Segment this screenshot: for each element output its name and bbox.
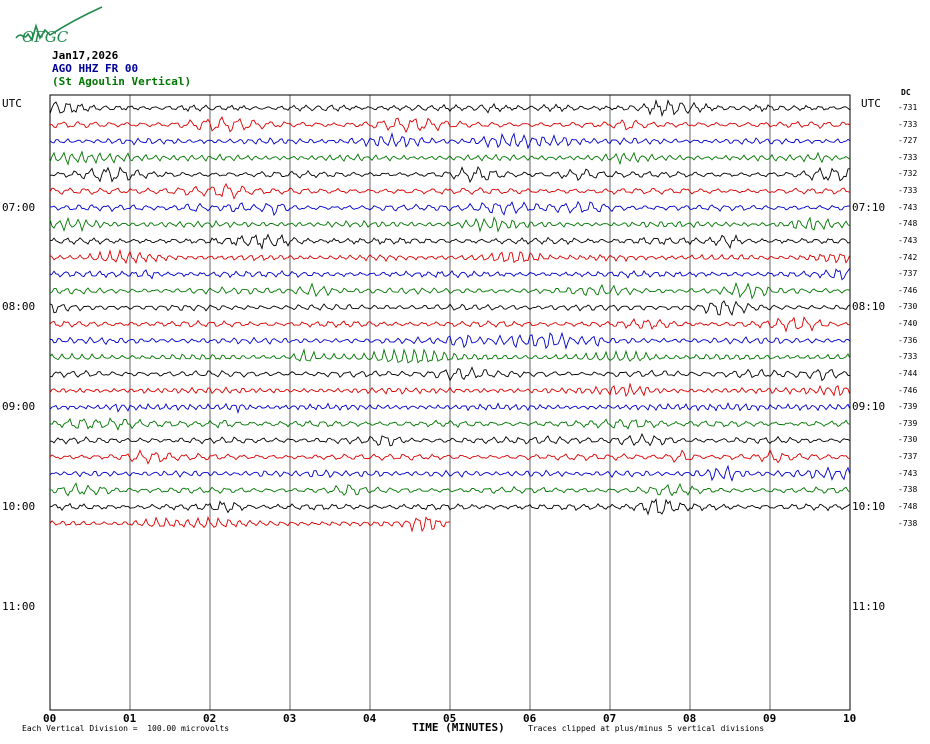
seismogram-trace-0720 bbox=[49, 233, 851, 251]
dc-offset-value: -733 bbox=[898, 152, 918, 162]
dc-offset-value: -730 bbox=[898, 302, 918, 312]
left-time-label-0700: 07:00 bbox=[2, 200, 36, 214]
x-tick-label-04: 04 bbox=[363, 712, 377, 725]
seismogram-trace-0910 bbox=[49, 417, 851, 431]
logo-text: OFGC bbox=[22, 28, 69, 46]
seismogram-trace-0750 bbox=[49, 281, 851, 300]
dc-offset-value: -740 bbox=[898, 319, 918, 329]
dc-offset-value: -738 bbox=[898, 518, 918, 528]
left-time-label-1000: 10:00 bbox=[2, 499, 36, 513]
dc-offset-value: -738 bbox=[898, 485, 918, 495]
dc-offset-value: -733 bbox=[898, 119, 918, 129]
x-tick-label-02: 02 bbox=[203, 712, 217, 725]
dc-offset-value: -748 bbox=[898, 501, 918, 511]
dc-offset-value: -733 bbox=[898, 352, 918, 362]
dc-offset-value: -739 bbox=[898, 418, 918, 428]
seismogram-trace-0810 bbox=[49, 316, 850, 333]
seismogram-trace-0740 bbox=[49, 267, 851, 281]
seismogram-trace-0900 bbox=[49, 401, 851, 415]
left-time-label-0800: 08:00 bbox=[2, 300, 36, 314]
left-time-label-0900: 09:00 bbox=[2, 400, 36, 414]
seismogram-trace-0950 bbox=[50, 482, 851, 497]
seismogram-trace-0630 bbox=[49, 150, 851, 166]
seismogram-trace-1010 bbox=[49, 515, 451, 533]
right-time-label-0810: 08:10 bbox=[852, 300, 886, 314]
x-tick-label-06: 06 bbox=[523, 712, 537, 725]
dc-offset-value: -743 bbox=[898, 468, 918, 478]
seismogram-trace-0920 bbox=[49, 432, 851, 447]
right-time-label-1010: 10:10 bbox=[852, 499, 886, 513]
ofgc-logo: OFGC bbox=[12, 4, 108, 50]
dc-offset-value: -737 bbox=[898, 269, 918, 279]
x-tick-label-10: 10 bbox=[843, 712, 857, 725]
dc-offset-value: -737 bbox=[898, 452, 918, 462]
dc-offset-value: -732 bbox=[898, 169, 918, 179]
seismogram-trace-0940 bbox=[49, 464, 851, 483]
x-tick-label-00: 00 bbox=[43, 712, 57, 725]
header-date: Jan17,2026 bbox=[52, 49, 119, 62]
dc-offset-value: -744 bbox=[898, 368, 918, 378]
seismogram-trace-0930 bbox=[49, 448, 851, 465]
right-time-label-1110: 11:10 bbox=[852, 599, 886, 613]
x-tick-label-01: 01 bbox=[123, 712, 137, 725]
dc-offset-value: -743 bbox=[898, 202, 918, 212]
dc-offset-value: -739 bbox=[898, 402, 918, 412]
x-tick-label-08: 08 bbox=[683, 712, 697, 725]
seismogram-trace-0710 bbox=[49, 216, 851, 233]
scale-note: Each Vertical Division = 100.00 microvol… bbox=[22, 724, 230, 733]
header-station-location: (St Agoulin Vertical) bbox=[52, 75, 192, 88]
seismogram-trace-0730 bbox=[49, 248, 851, 265]
dc-offset-value: -746 bbox=[898, 385, 918, 395]
x-tick-label-05: 05 bbox=[443, 712, 457, 725]
seismogram-trace-0610 bbox=[49, 116, 851, 134]
dc-offset-value: -748 bbox=[898, 219, 918, 229]
x-tick-label-03: 03 bbox=[283, 712, 297, 725]
dc-offset-value: -733 bbox=[898, 186, 918, 196]
dc-offset-value: -731 bbox=[898, 103, 918, 112]
seismogram-trace-0850 bbox=[49, 382, 851, 398]
seismogram-trace-1000 bbox=[49, 498, 851, 516]
right-time-label-0910: 09:10 bbox=[852, 400, 886, 414]
dc-offset-value: -730 bbox=[898, 435, 918, 445]
seismogram-trace-0600 bbox=[49, 99, 851, 118]
dc-offset-value: -746 bbox=[898, 285, 918, 295]
x-axis-title: TIME (MINUTES) bbox=[412, 721, 505, 734]
clipping-note: Traces clipped at plus/minus 5 vertical … bbox=[528, 724, 765, 733]
utc-axis-label-left: UTC bbox=[2, 97, 22, 110]
dc-offset-value: -743 bbox=[898, 235, 918, 245]
header-station-id: AGO HHZ FR 00 bbox=[52, 62, 139, 75]
seismogram-trace-0640 bbox=[49, 165, 851, 184]
dc-offset-value: -736 bbox=[898, 335, 918, 345]
seismogram-trace-0830 bbox=[49, 348, 851, 364]
logo-squiggle-icon bbox=[15, 6, 103, 42]
x-tick-label-07: 07 bbox=[603, 712, 617, 725]
left-time-label-1100: 11:00 bbox=[2, 599, 36, 613]
utc-axis-label-right: UTC bbox=[861, 97, 881, 110]
seismogram-trace-0650 bbox=[49, 182, 851, 200]
seismogram-trace-0620 bbox=[49, 132, 851, 150]
seismogram-trace-0840 bbox=[49, 366, 851, 382]
dc-offset-value: -727 bbox=[898, 136, 918, 146]
dc-offset-value: -742 bbox=[898, 252, 918, 262]
dc-column-label: DC bbox=[901, 88, 911, 97]
right-time-label-0710: 07:10 bbox=[852, 200, 886, 214]
seismogram-trace-0800 bbox=[49, 300, 851, 317]
seismogram-trace-0700 bbox=[49, 200, 851, 217]
x-tick-label-09: 09 bbox=[763, 712, 777, 725]
seismogram-trace-0820 bbox=[50, 331, 851, 350]
plot-border bbox=[49, 94, 851, 711]
